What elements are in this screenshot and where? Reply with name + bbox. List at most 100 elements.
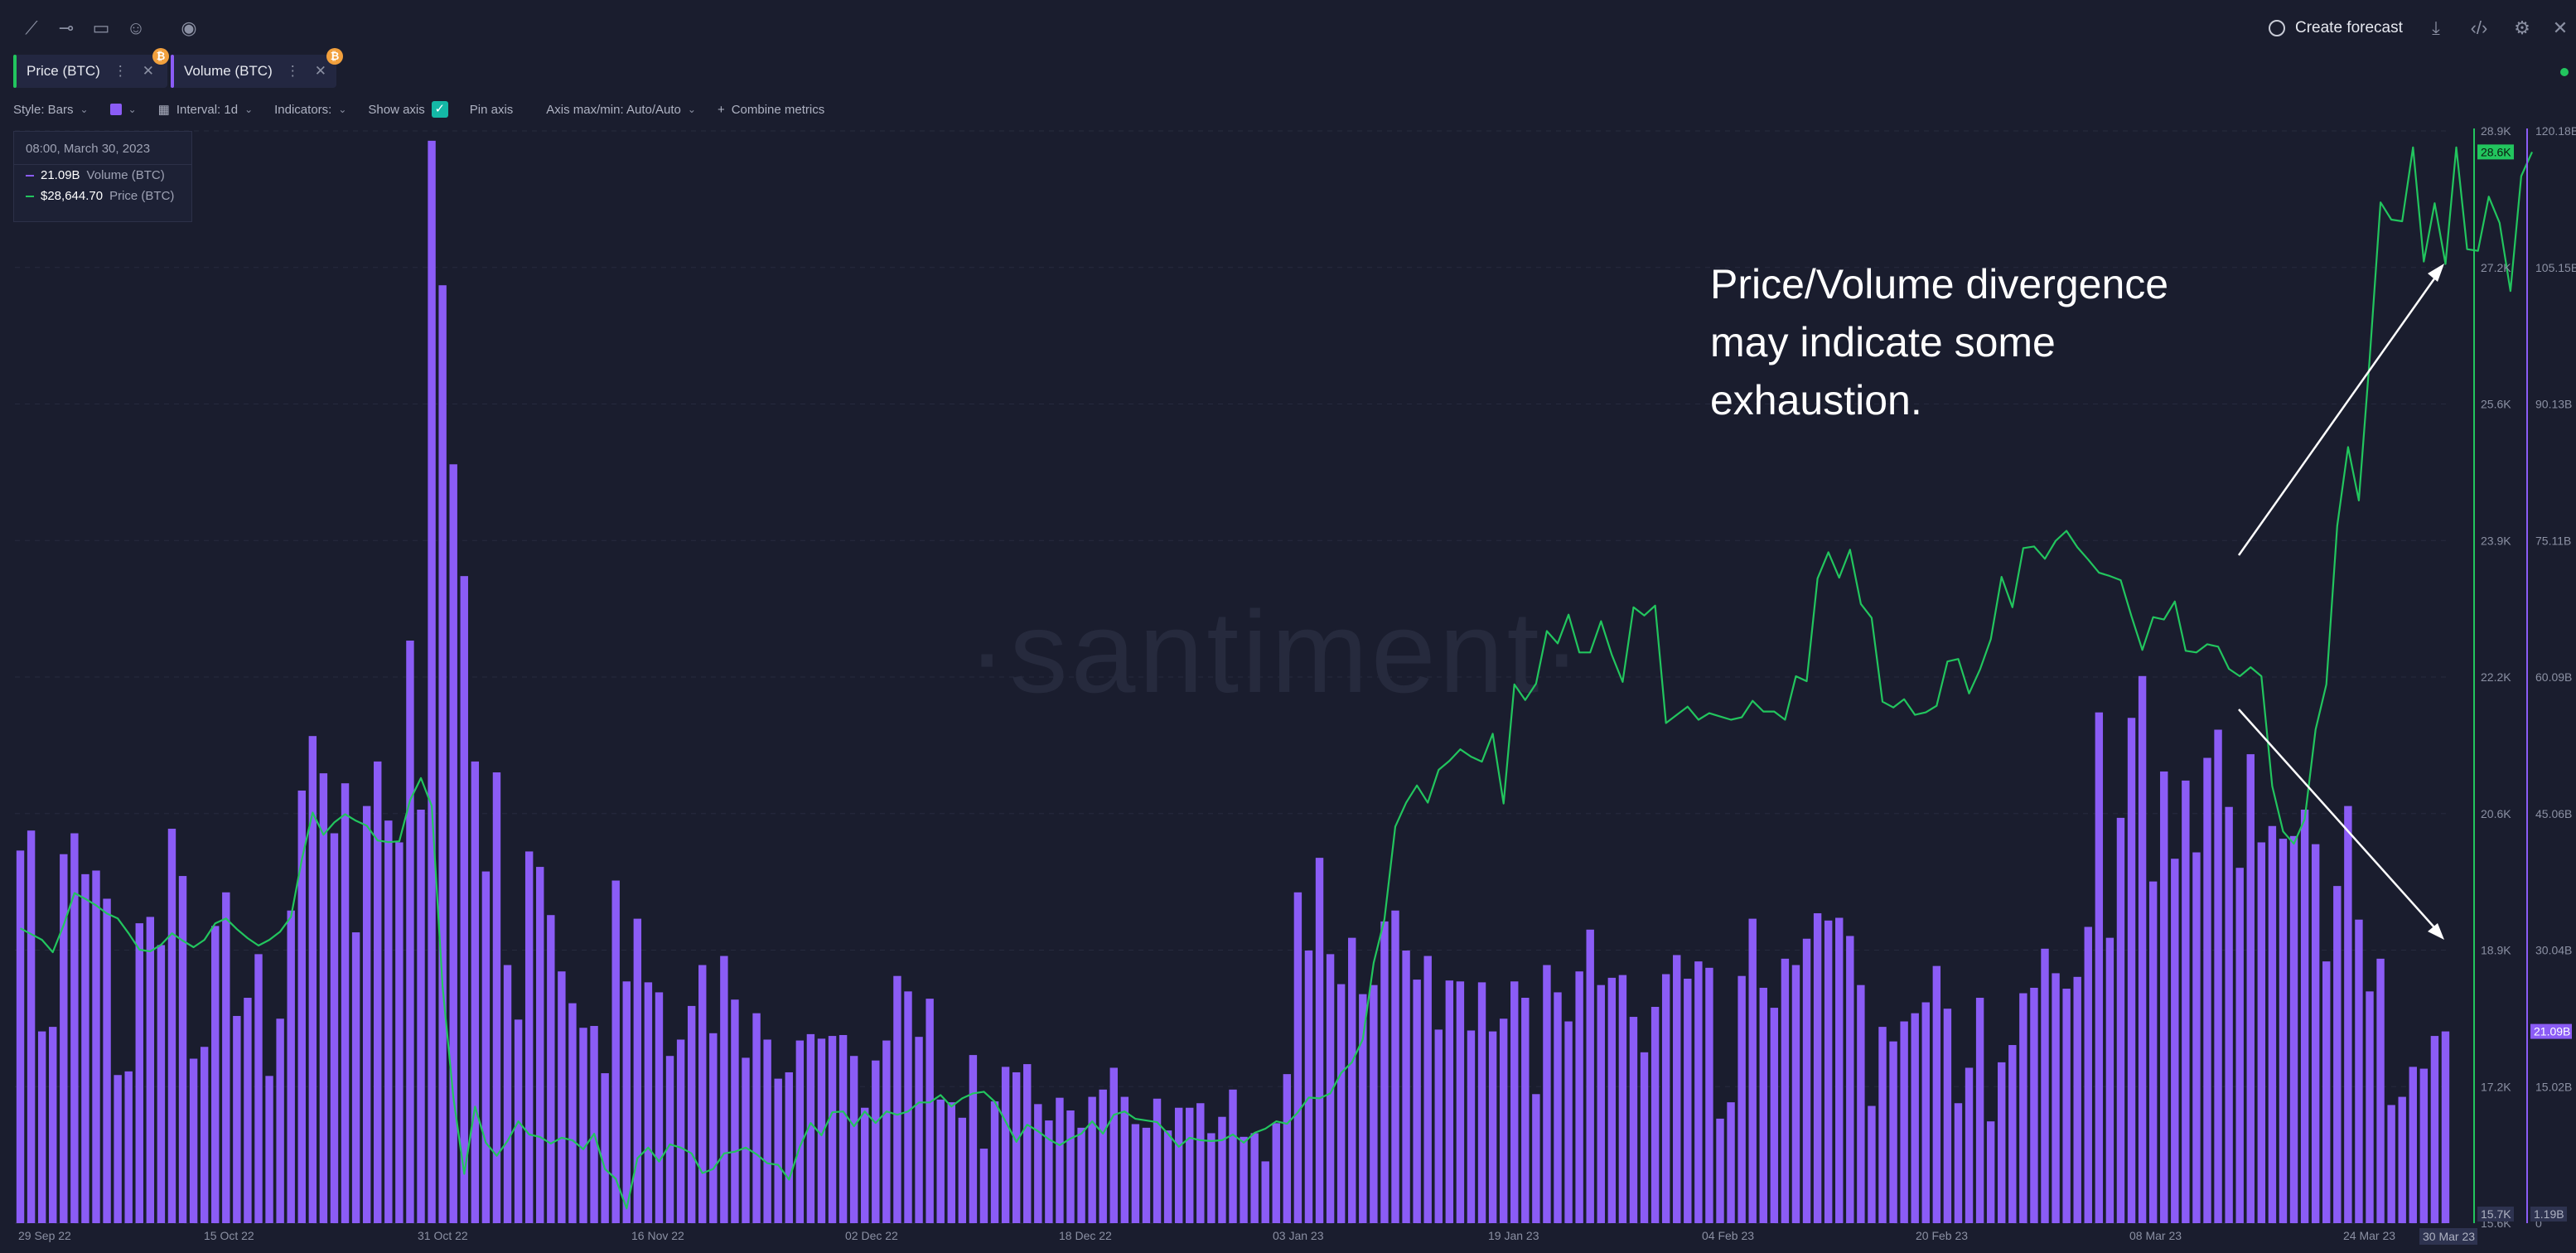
volume-bar[interactable] [1056, 1097, 1064, 1223]
interval-select[interactable]: ▦ Interval: 1d ⌄ [158, 102, 253, 118]
volume-bar[interactable] [2127, 718, 2136, 1223]
volume-bar[interactable] [1770, 1008, 1779, 1223]
remove-metric-icon[interactable]: ✕ [142, 63, 155, 79]
volume-bar[interactable] [1911, 1013, 1919, 1223]
volume-bar[interactable] [1824, 920, 1833, 1223]
volume-bar[interactable] [1716, 1118, 1724, 1223]
volume-bar[interactable] [438, 285, 447, 1224]
volume-bar[interactable] [1673, 955, 1681, 1223]
volume-bar[interactable] [1326, 954, 1335, 1223]
volume-bar[interactable] [763, 1039, 771, 1223]
tab-volume-btc[interactable]: Volume (BTC) ⋮ ✕ [171, 55, 336, 88]
volume-bar[interactable] [1543, 965, 1551, 1223]
eye-icon[interactable]: ◉ [181, 17, 197, 38]
volume-bar[interactable] [276, 1018, 284, 1223]
volume-bar[interactable] [774, 1078, 782, 1223]
volume-bar[interactable] [1380, 921, 1389, 1223]
emoji-icon[interactable]: ☺ [126, 17, 146, 38]
volume-bar[interactable] [709, 1033, 718, 1223]
volume-bar[interactable] [265, 1076, 273, 1223]
volume-bar[interactable] [969, 1055, 978, 1223]
volume-bar[interactable] [1477, 982, 1486, 1223]
volume-bar[interactable] [1099, 1089, 1107, 1223]
volume-bar[interactable] [2289, 835, 2298, 1223]
volume-bar[interactable] [1142, 1127, 1151, 1223]
volume-bar[interactable] [1109, 1067, 1118, 1223]
volume-bar[interactable] [406, 641, 414, 1223]
volume-bar[interactable] [395, 842, 404, 1223]
volume-bar[interactable] [417, 810, 425, 1223]
volume-bar[interactable] [2008, 1045, 2017, 1223]
volume-bar[interactable] [1986, 1121, 1995, 1223]
volume-bar[interactable] [222, 892, 230, 1223]
volume-bar[interactable] [1737, 975, 1746, 1223]
tab-price-btc[interactable]: Price (BTC) ⋮ ✕ [13, 55, 167, 88]
volume-bar[interactable] [1434, 1029, 1443, 1223]
volume-bar[interactable] [49, 1027, 57, 1223]
volume-bar[interactable] [947, 1102, 955, 1223]
volume-bar[interactable] [1921, 1002, 1930, 1224]
volume-bar[interactable] [297, 790, 306, 1223]
volume-bar[interactable] [2105, 937, 2114, 1223]
volume-bar[interactable] [622, 981, 631, 1223]
volume-bar[interactable] [1336, 984, 1346, 1223]
embed-code-icon[interactable]: ‹/› [2470, 17, 2488, 38]
volume-bar[interactable] [1878, 1027, 1887, 1223]
volume-bar[interactable] [1012, 1072, 1021, 1223]
volume-bar[interactable] [2311, 844, 2320, 1223]
color-select[interactable]: ⌄ [109, 104, 137, 115]
volume-bar[interactable] [2300, 810, 2309, 1223]
volume-bar[interactable] [1163, 1130, 1172, 1223]
volume-bar[interactable] [492, 772, 501, 1223]
volume-bar[interactable] [233, 1015, 241, 1223]
volume-bar[interactable] [1423, 955, 1432, 1223]
volume-bar[interactable] [1499, 1018, 1508, 1223]
axis-minmax-select[interactable]: Axis max/min: Auto/Auto ⌄ [546, 103, 696, 117]
volume-bar[interactable] [1196, 1103, 1205, 1223]
volume-bar[interactable] [644, 982, 653, 1223]
volume-bar[interactable] [1998, 1062, 2006, 1223]
volume-bar[interactable] [1889, 1041, 1897, 1223]
volume-bar[interactable] [1174, 1107, 1183, 1223]
volume-bar[interactable] [1586, 929, 1594, 1223]
volume-bar[interactable] [1857, 984, 1865, 1223]
more-options-icon[interactable]: ⋮ [113, 63, 128, 79]
volume-bar[interactable] [1218, 1116, 1226, 1223]
volume-bar[interactable] [1229, 1089, 1237, 1223]
volume-bar[interactable] [936, 1099, 945, 1223]
volume-bar[interactable] [1727, 1102, 1735, 1223]
volume-bar[interactable] [893, 975, 901, 1223]
volume-bar[interactable] [568, 1003, 577, 1223]
volume-bar[interactable] [2322, 961, 2331, 1223]
volume-bar[interactable] [341, 783, 350, 1223]
volume-bar[interactable] [1315, 858, 1324, 1223]
volume-bar[interactable] [2041, 948, 2049, 1223]
volume-bar[interactable] [1791, 965, 1800, 1223]
checkbox-checked-icon[interactable]: ✓ [431, 101, 448, 118]
volume-bar[interactable] [1607, 977, 1617, 1223]
volume-bar[interactable] [1153, 1098, 1162, 1223]
volume-bar[interactable] [1304, 950, 1313, 1223]
volume-bar[interactable] [665, 1056, 674, 1223]
volume-bar[interactable] [1456, 981, 1465, 1223]
volume-bar[interactable] [1488, 1031, 1497, 1223]
volume-bar[interactable] [2409, 1067, 2417, 1223]
volume-bar[interactable] [752, 1013, 761, 1223]
volume-bar[interactable] [1261, 1161, 1269, 1223]
remove-metric-icon[interactable]: ✕ [314, 63, 326, 79]
volume-bar[interactable] [1510, 981, 1519, 1223]
volume-bar[interactable] [958, 1117, 967, 1223]
volume-bar[interactable] [2344, 806, 2352, 1223]
volume-bar[interactable] [1207, 1133, 1216, 1223]
volume-bar[interactable] [2366, 991, 2374, 1223]
volume-bar[interactable] [374, 761, 382, 1223]
volume-bar[interactable] [2171, 859, 2179, 1223]
volume-bar[interactable] [1272, 1123, 1280, 1223]
volume-bar[interactable] [1597, 984, 1605, 1223]
volume-bar[interactable] [460, 576, 468, 1223]
volume-bar[interactable] [817, 1038, 826, 1223]
volume-bar[interactable] [1661, 974, 1670, 1223]
volume-bar[interactable] [1034, 1104, 1042, 1223]
volume-bar[interactable] [1023, 1064, 1032, 1223]
